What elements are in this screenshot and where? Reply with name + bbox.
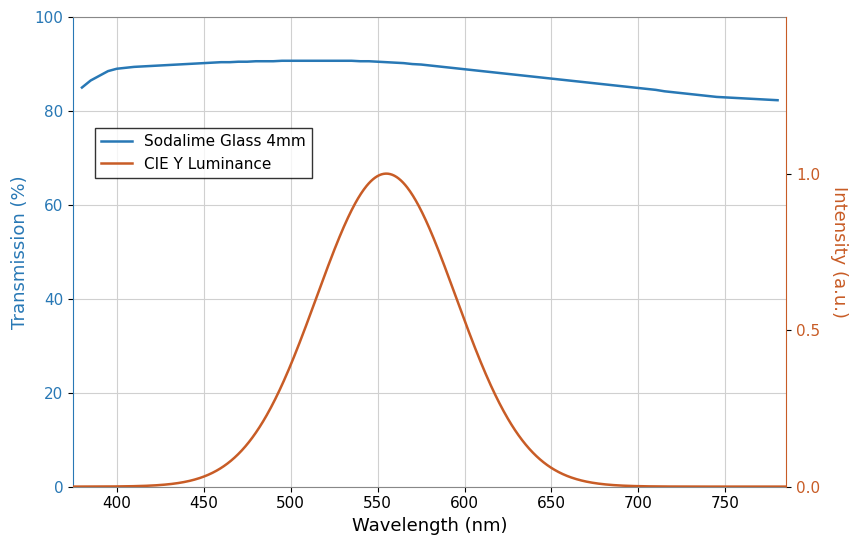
Sodalime Glass 4mm xyxy=(685,91,696,97)
Sodalime Glass 4mm xyxy=(521,73,531,79)
CIE Y Luminance xyxy=(383,170,393,177)
CIE Y Luminance xyxy=(356,189,367,196)
Sodalime Glass 4mm xyxy=(772,97,783,104)
Sodalime Glass 4mm xyxy=(599,81,609,87)
Y-axis label: Intensity (a.u.): Intensity (a.u.) xyxy=(830,186,848,318)
CIE Y Luminance xyxy=(68,483,78,490)
Legend: Sodalime Glass 4mm, CIE Y Luminance: Sodalime Glass 4mm, CIE Y Luminance xyxy=(95,128,312,178)
Sodalime Glass 4mm xyxy=(711,94,722,100)
Sodalime Glass 4mm xyxy=(650,87,661,93)
CIE Y Luminance xyxy=(381,170,392,177)
Sodalime Glass 4mm xyxy=(76,84,87,91)
Sodalime Glass 4mm xyxy=(468,67,478,74)
CIE Y Luminance xyxy=(781,483,791,490)
X-axis label: Wavelength (nm): Wavelength (nm) xyxy=(352,517,508,535)
Y-axis label: Transmission (%): Transmission (%) xyxy=(11,175,29,329)
CIE Y Luminance xyxy=(637,483,648,490)
CIE Y Luminance xyxy=(141,483,151,489)
CIE Y Luminance xyxy=(624,483,635,489)
Sodalime Glass 4mm xyxy=(277,57,287,64)
CIE Y Luminance xyxy=(558,471,569,478)
Line: CIE Y Luminance: CIE Y Luminance xyxy=(73,174,786,486)
Line: Sodalime Glass 4mm: Sodalime Glass 4mm xyxy=(82,61,777,100)
